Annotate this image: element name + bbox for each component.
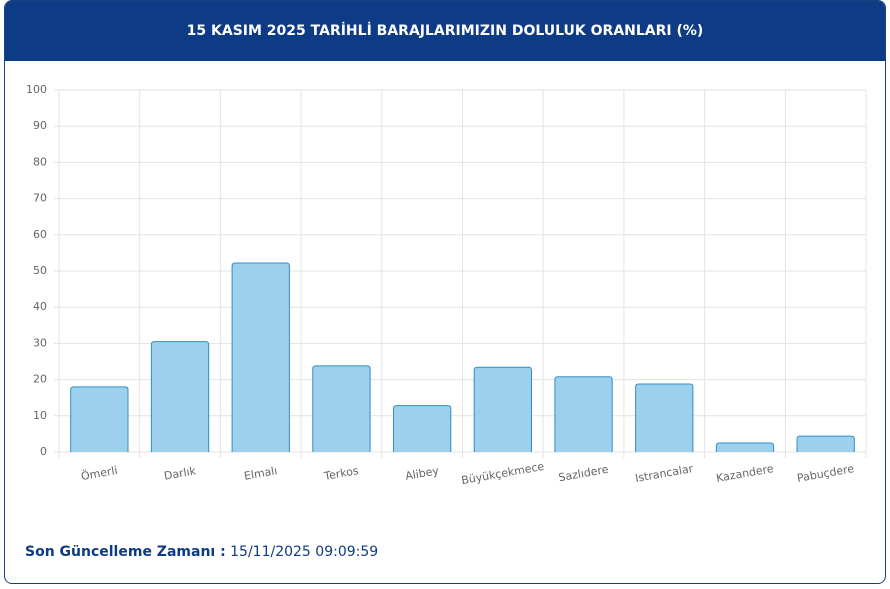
y-tick-label: 40 bbox=[33, 300, 47, 313]
x-tick-label: Darlık bbox=[163, 464, 198, 483]
x-tick-label: Büyükçekmece bbox=[460, 460, 545, 487]
bar bbox=[796, 435, 855, 452]
x-tick-label: Elmalı bbox=[243, 464, 278, 483]
y-tick-label: 90 bbox=[33, 119, 47, 132]
bar bbox=[70, 386, 129, 452]
y-tick-label: 70 bbox=[33, 192, 47, 205]
bar bbox=[635, 383, 694, 452]
y-tick-label: 100 bbox=[26, 83, 47, 96]
footer: Son Güncelleme Zamanı : 15/11/2025 09:09… bbox=[25, 544, 378, 560]
footer-label: Son Güncelleme Zamanı : bbox=[25, 544, 226, 560]
bar bbox=[231, 262, 290, 452]
bar bbox=[715, 442, 775, 452]
y-tick-label: 0 bbox=[40, 445, 47, 458]
x-tick-label: Sazlıdere bbox=[558, 463, 610, 485]
card: 15 KASIM 2025 TARİHLİ BARAJLARIMIZIN DOL… bbox=[4, 0, 886, 584]
x-tick-label: Pabuçdere bbox=[796, 462, 855, 485]
x-tick-label: Istrancalar bbox=[634, 462, 694, 485]
footer-value: 15/11/2025 09:09:59 bbox=[230, 544, 379, 560]
y-tick-label: 50 bbox=[33, 264, 47, 277]
y-tick-label: 10 bbox=[33, 409, 47, 422]
bar bbox=[554, 376, 613, 452]
y-tick-label: 60 bbox=[33, 228, 47, 241]
x-tick-label: Ömerli bbox=[80, 464, 118, 483]
bar bbox=[393, 405, 452, 452]
y-tick-label: 30 bbox=[33, 336, 47, 349]
x-tick-label: Kazandere bbox=[715, 462, 775, 485]
y-tick-label: 80 bbox=[33, 155, 47, 168]
bar bbox=[150, 341, 210, 452]
chart-title: 15 KASIM 2025 TARİHLİ BARAJLARIMIZIN DOL… bbox=[5, 1, 885, 61]
x-tick-label: Alibey bbox=[404, 464, 440, 483]
bar bbox=[473, 366, 532, 452]
y-tick-label: 20 bbox=[33, 373, 47, 386]
x-tick-label: Terkos bbox=[322, 464, 360, 483]
bar bbox=[312, 365, 371, 452]
